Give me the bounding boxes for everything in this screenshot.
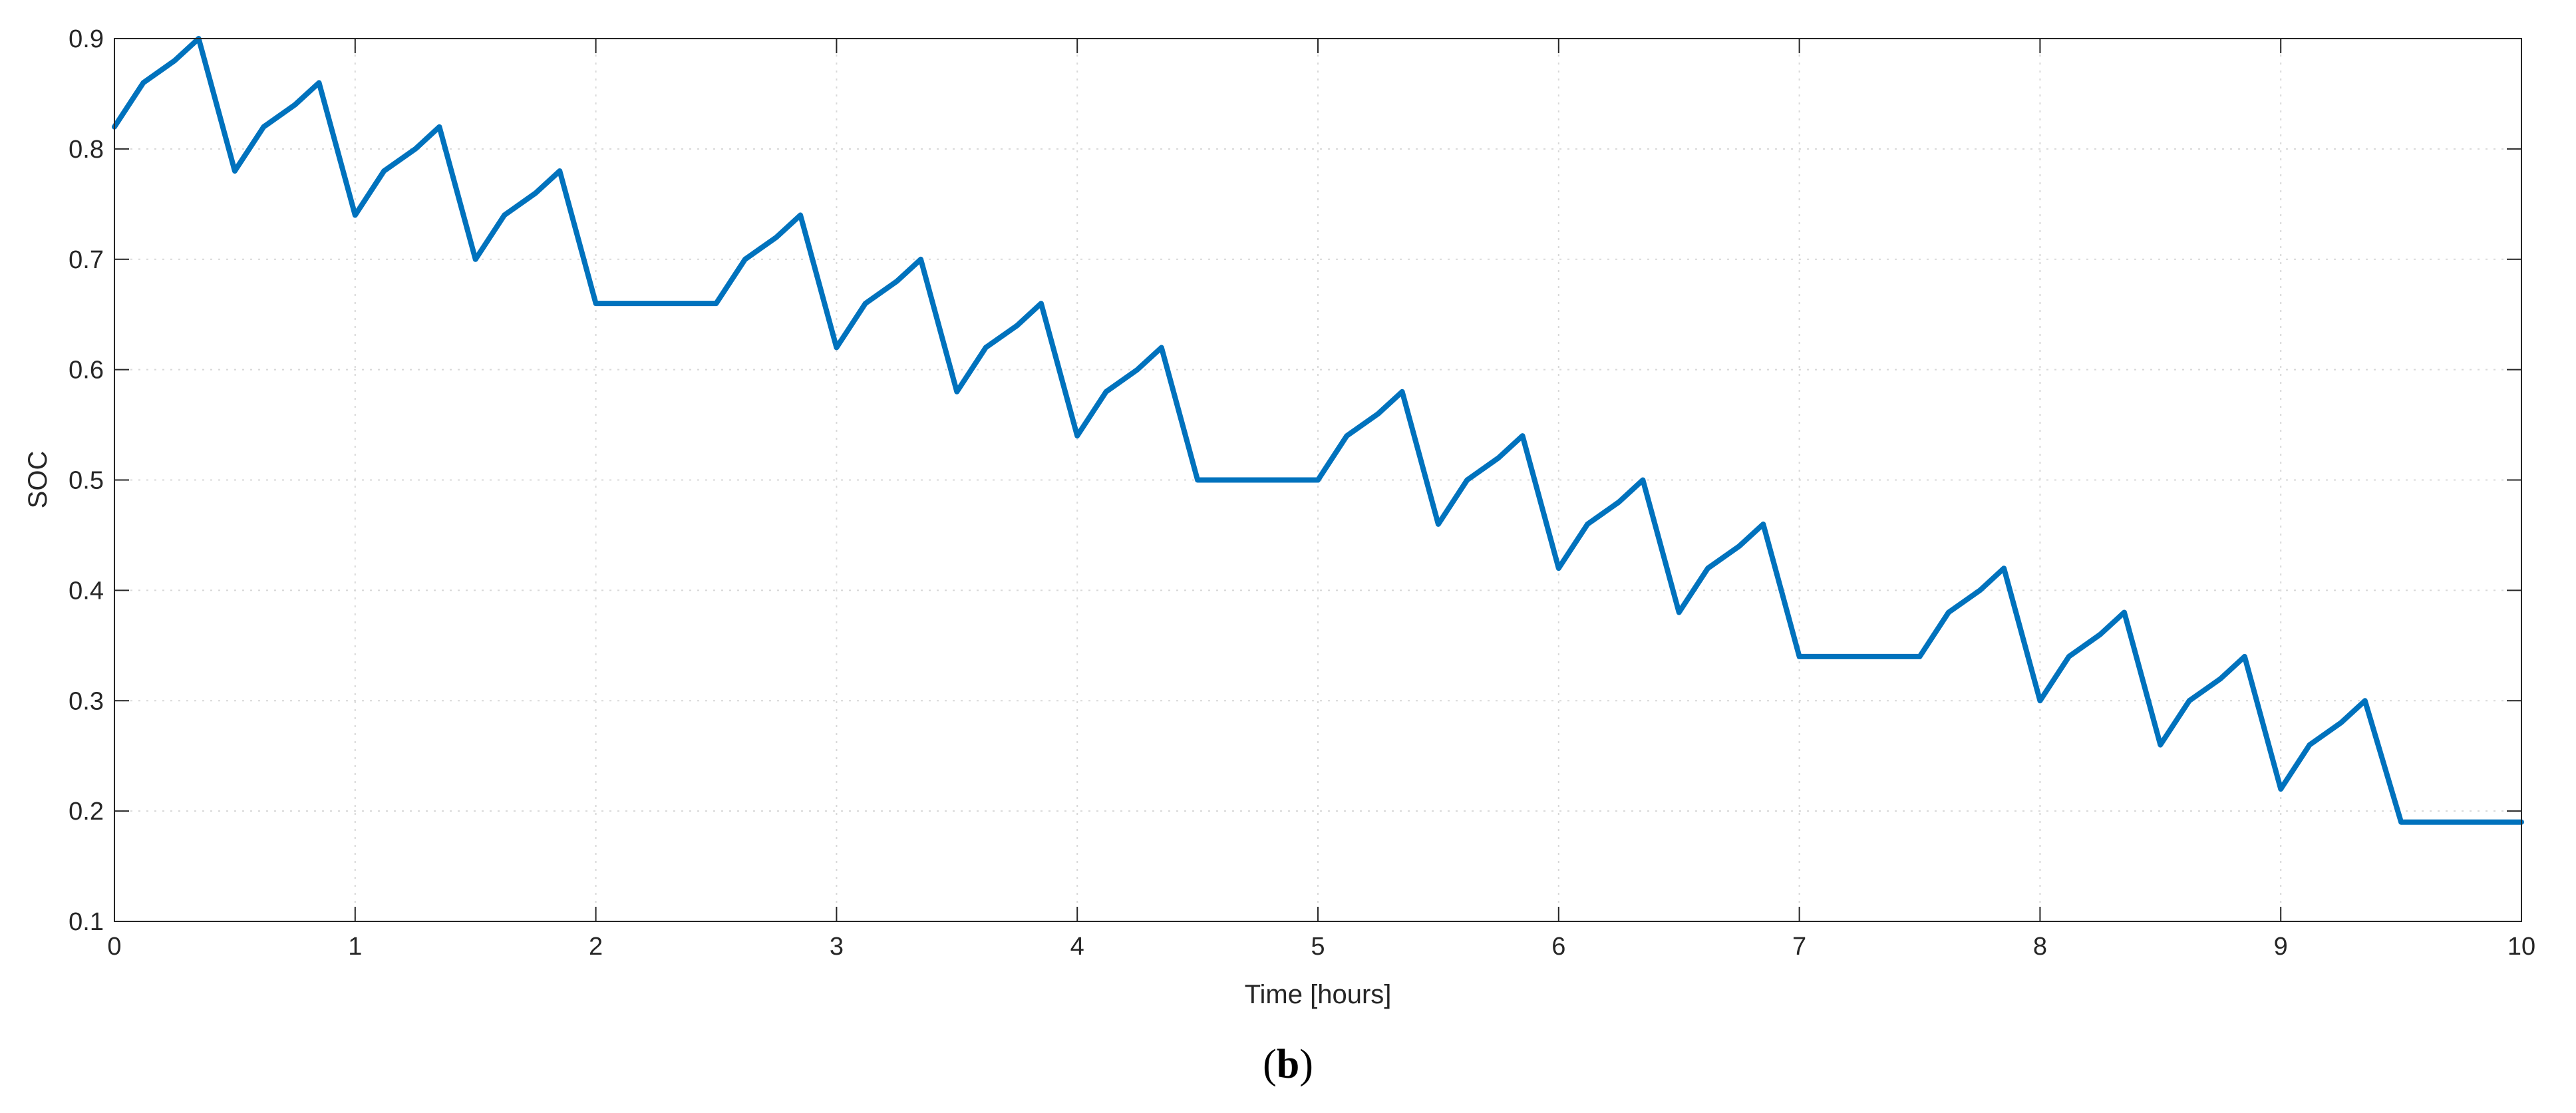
y-tick-label: 0.6 <box>69 357 104 385</box>
x-tick-label: 3 <box>830 933 844 961</box>
x-tick-label: 6 <box>1551 933 1565 961</box>
x-tick-label: 7 <box>1792 933 1806 961</box>
y-tick-label: 0.2 <box>69 798 104 826</box>
x-tick-label: 1 <box>348 933 362 961</box>
x-tick-label: 0 <box>107 933 121 961</box>
series-layer <box>112 36 2524 825</box>
x-tick-label: 4 <box>1070 933 1084 961</box>
x-tick-label: 8 <box>2033 933 2047 961</box>
ticks: 0 1 2 3 4 5 6 7 8 9 10 0.1 0.2 0.3 0.4 0.5 0.6 0.7 0.8 0.9 <box>69 25 2535 961</box>
y-tick-label: 0.3 <box>69 687 104 715</box>
x-tick-label: 10 <box>2507 933 2535 961</box>
y-tick-label: 0.5 <box>69 467 104 495</box>
x-tick-label: 5 <box>1311 933 1325 961</box>
y-axis-label: SOC <box>23 451 53 509</box>
x-axis-label: Time [hours] <box>1245 980 1392 1009</box>
x-tick-label: 9 <box>2274 933 2288 961</box>
x-tick-label: 2 <box>589 933 603 961</box>
y-tick-label: 0.4 <box>69 577 104 605</box>
y-tick-label: 0.8 <box>69 136 104 164</box>
grid-lines <box>114 39 2521 921</box>
y-tick-label: 0.7 <box>69 246 104 274</box>
y-tick-label: 0.9 <box>69 25 104 53</box>
panel-label: (b) <box>1263 1042 1313 1087</box>
y-tick-label: 0.1 <box>69 908 104 936</box>
soc-series-line <box>112 36 2524 825</box>
